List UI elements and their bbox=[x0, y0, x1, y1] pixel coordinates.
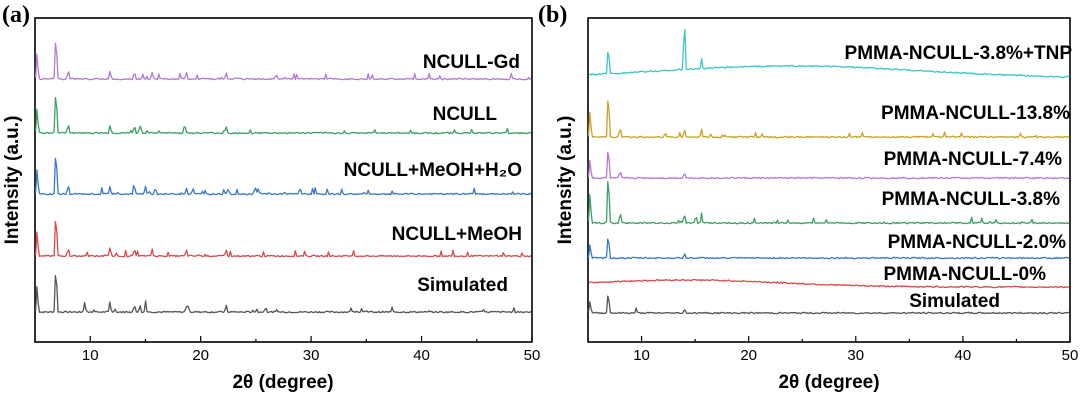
panel-a-xtick-30: 30 bbox=[303, 347, 320, 364]
panel-b-trace-pmma-ncull-2-0 bbox=[587, 238, 1070, 260]
panel-a-series-label-ncull-gd: NCULL-Gd bbox=[423, 52, 520, 73]
panel-b-trace-pmma-ncull-3-8-tnp bbox=[588, 28, 1070, 78]
panel-b-series-label-7-4: PMMA-NCULL-7.4% bbox=[884, 149, 1062, 170]
panel-a-xtick-20: 20 bbox=[192, 347, 209, 364]
panel-b-xtick-20: 20 bbox=[740, 347, 757, 364]
panel-a-xlabel: 2θ (degree) bbox=[232, 372, 333, 393]
panel-b-trace-pmma-ncull-7-4 bbox=[587, 151, 1070, 180]
panel-b-ylabel: Intensity (a.u.) bbox=[555, 116, 576, 245]
panel-b-xtick-50: 50 bbox=[1062, 347, 1079, 364]
panel-b-trace-pmma-ncull-3-8 bbox=[587, 181, 1070, 225]
panel-b-series-label-13-8: PMMA-NCULL-13.8% bbox=[881, 103, 1070, 124]
panel-b-label: (b) bbox=[538, 2, 567, 28]
panel-a-traces bbox=[34, 42, 532, 314]
panel-a-trace-simulated bbox=[34, 274, 532, 314]
panel-b: (b) 10 20 30 40 50 Intensity (a.u.) 2θ (degr… bbox=[538, 2, 1078, 393]
panel-a-xtick-40: 40 bbox=[413, 347, 430, 364]
panel-b-trace-pmma-ncull-13-8 bbox=[587, 100, 1070, 139]
panel-a-xtick-50: 50 bbox=[524, 347, 541, 364]
panel-a-series-label-ncull-meoh-h2o: NCULL+MeOH+H₂O bbox=[344, 160, 522, 181]
panel-a-series-label-simulated: Simulated bbox=[417, 275, 508, 296]
panel-a-trace-ncull-meoh bbox=[34, 220, 532, 258]
panel-b-series-label-2-0: PMMA-NCULL-2.0% bbox=[888, 232, 1066, 253]
panel-a-trace-ncull bbox=[34, 97, 532, 135]
panel-a-label: (a) bbox=[2, 2, 30, 28]
panel-b-series-label-simulated: Simulated bbox=[909, 291, 1000, 312]
panel-b-xtick-30: 30 bbox=[847, 347, 864, 364]
panel-a-ylabel: Intensity (a.u.) bbox=[2, 116, 23, 245]
panel-b-frame bbox=[587, 17, 1071, 343]
panel-b-xlabel: 2θ (degree) bbox=[778, 372, 879, 393]
panel-a-frame bbox=[34, 17, 533, 343]
panel-b-trace-simulated bbox=[587, 295, 1070, 315]
panel-a-trace-ncull-gd bbox=[34, 42, 532, 81]
panel-b-series-label-tnp: PMMA-NCULL-3.8%+TNP bbox=[845, 43, 1073, 64]
panel-b-series-label-3-8: PMMA-NCULL-3.8% bbox=[882, 189, 1060, 210]
panel-b-trace-pmma-ncull-0 bbox=[588, 278, 1070, 289]
panel-b-xtick-10: 10 bbox=[633, 347, 650, 364]
panel-b-xtick-40: 40 bbox=[955, 347, 972, 364]
panel-b-series-label-0: PMMA-NCULL-0% bbox=[883, 264, 1046, 285]
panel-a-ticks: 10 20 30 40 50 bbox=[34, 336, 541, 364]
panel-a: (a) 10 20 30 40 50 Intensity (a.u.) 2θ (degr… bbox=[2, 2, 540, 393]
panel-b-ticks: 10 20 30 40 50 bbox=[587, 336, 1079, 364]
panel-a-trace-ncull-meoh-h-o bbox=[34, 157, 532, 196]
panel-a-series-label-ncull: NCULL bbox=[433, 104, 498, 125]
panel-a-xtick-10: 10 bbox=[82, 347, 99, 364]
panel-b-traces bbox=[587, 28, 1070, 315]
panel-a-series-label-ncull-meoh: NCULL+MeOH bbox=[392, 224, 522, 245]
